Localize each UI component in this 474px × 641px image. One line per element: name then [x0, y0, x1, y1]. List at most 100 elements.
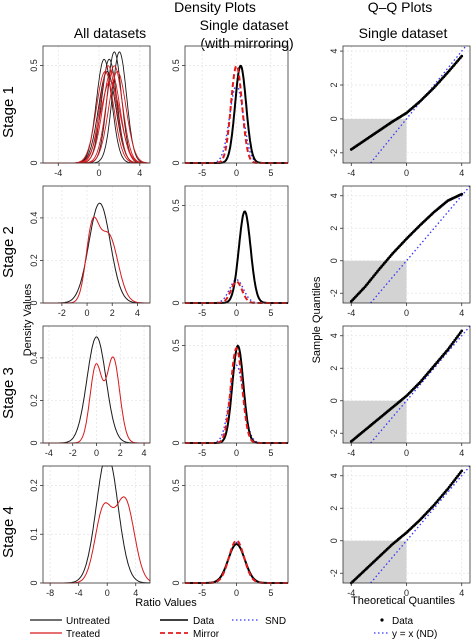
x-tick-label: -4: [54, 168, 62, 178]
header-single-line2: (with mirroring): [200, 35, 293, 51]
legend-qq-data-swatch: [380, 618, 384, 622]
panel-frame: [42, 465, 151, 584]
x-tick-label: -4: [347, 588, 355, 598]
y-tick-label: 0.1: [29, 528, 39, 541]
x-tick-label: 0: [234, 168, 239, 178]
panel-single-stage1: -5 0 5 0 0.5: [171, 45, 289, 178]
panel-frame: [42, 45, 151, 164]
y-tick-label: 0.5: [171, 479, 181, 492]
panel-all-stage2: -2 0 2 4 0 0.2 0.4: [29, 185, 151, 318]
x-tick-label: 4: [137, 168, 142, 178]
x-tick-label: 4: [459, 168, 464, 178]
x-tick-label: 4: [459, 448, 464, 458]
x-tick-label: -5: [198, 588, 206, 598]
qq-reference-line: [370, 325, 471, 444]
panel-qq-stage1: -4 0 4 -2 0 2 4: [329, 45, 471, 178]
panel-all-stage4: -8 -4 0 4 0 0.1 0.2: [29, 465, 151, 598]
qq-shaded-region: [343, 260, 407, 303]
qq-point: [460, 469, 464, 473]
x-tick-label: 0: [234, 308, 239, 318]
legend-data-label: Data: [193, 616, 215, 627]
y-tick-label: 4: [329, 333, 339, 338]
y-tick-label: 2: [329, 82, 339, 87]
qq-point: [460, 192, 464, 196]
x-tick-label: -5: [198, 308, 206, 318]
stage-label-3: Stage 3: [0, 367, 17, 419]
header-all-datasets: All datasets: [74, 25, 146, 41]
y-tick-label: 0: [29, 300, 39, 305]
qq-point: [460, 329, 464, 333]
x-tick-label: 0: [404, 448, 409, 458]
y-tick-label: 0: [29, 160, 39, 165]
x-tick-label: -4: [75, 588, 83, 598]
x-tick-label: 0: [105, 588, 110, 598]
y-tick-label: 0: [29, 580, 39, 585]
x-tick-label: 0: [85, 308, 90, 318]
y-tick-label: 4: [329, 193, 339, 198]
y-tick-label: 0: [329, 398, 339, 403]
y-tick-label: 0.5: [171, 199, 181, 212]
ratio-values-label: Ratio Values: [135, 597, 197, 609]
treated-density-line: [43, 496, 151, 584]
x-tick-label: -8: [46, 588, 54, 598]
panel-qq-stage3: -4 0 4 -2 0 2 4: [329, 325, 471, 458]
panel-frame: [184, 45, 289, 164]
y-tick-label: 0.5: [29, 59, 39, 72]
y-tick-label: 0: [329, 538, 339, 543]
panel-frame: [184, 465, 289, 584]
y-tick-label: 0: [329, 116, 339, 121]
panel-single-stage2: -5 0 5 0 0.5: [171, 185, 289, 318]
panel-qq-stage4: -4 0 4 -2 0 2 4: [329, 465, 471, 598]
density-values-label: Density Values: [22, 283, 34, 356]
stage-label-1: Stage 1: [0, 86, 17, 138]
x-tick-label: 4: [142, 448, 147, 458]
panels-layer: -4 0 4 0 0.5 -5 0 5 0 0.5 -4 0 4 -2 0 2 4 -2 0 2 4 0 0.2 0.4 -5 0…: [29, 45, 471, 598]
x-tick-label: 5: [268, 308, 273, 318]
x-tick-label: 0: [234, 588, 239, 598]
legend-untreated-label: Untreated: [66, 616, 110, 627]
y-tick-label: -2: [329, 569, 339, 577]
y-tick-label: 0.5: [171, 59, 181, 72]
qq-shaded-region: [343, 118, 407, 163]
panel-single-stage4: -5 0 5 0 0.5: [171, 465, 289, 598]
x-tick-label: 0: [404, 308, 409, 318]
y-tick-label: 0.5: [171, 339, 181, 352]
y-tick-label: 4: [329, 473, 339, 478]
sample-quantiles-label: Sample Quantiles: [311, 276, 323, 363]
panel-frame: [342, 325, 471, 444]
y-tick-label: 2: [329, 506, 339, 511]
panel-all-stage3: -4 -2 0 2 4 0 0.2 0.4: [29, 325, 151, 458]
panel-frame: [42, 325, 151, 444]
legend-treatment: Untreated Treated: [30, 616, 110, 640]
qq-reference-line: [370, 465, 471, 584]
x-tick-label: -5: [198, 168, 206, 178]
x-tick-label: 5: [268, 168, 273, 178]
qq-reference-line: [370, 45, 467, 164]
y-tick-label: 0.2: [29, 479, 39, 492]
theoretical-quantiles-label: Theoretical Quantiles: [351, 595, 455, 607]
y-tick-label: -2: [329, 289, 339, 297]
stage-label-4: Stage 4: [0, 506, 17, 558]
legend-treated-label: Treated: [66, 629, 100, 640]
x-tick-label: -4: [45, 448, 53, 458]
y-tick-label: 2: [329, 226, 339, 231]
y-tick-label: -2: [329, 149, 339, 157]
y-tick-label: -2: [329, 429, 339, 437]
x-tick-label: -2: [58, 308, 66, 318]
x-tick-label: 5: [268, 588, 273, 598]
y-tick-label: 0: [171, 440, 181, 445]
qq-reference-line: [370, 185, 471, 304]
panel-qq-stage2: -4 0 4 -2 0 2 4: [329, 185, 471, 318]
x-tick-label: 5: [268, 448, 273, 458]
y-tick-label: 0: [29, 440, 39, 445]
x-tick-label: -4: [347, 168, 355, 178]
treated-density-line: [43, 71, 150, 164]
legend-density: Data Mirror SND: [160, 616, 286, 640]
legend-snd-label: SND: [265, 616, 286, 627]
legend-qq: Data y = x (ND): [374, 616, 437, 640]
header-qq-single: Single dataset: [359, 25, 448, 41]
panel-frame: [342, 45, 471, 164]
x-tick-label: -5: [198, 448, 206, 458]
panel-all-stage1: -4 0 4 0 0.5: [29, 45, 151, 178]
